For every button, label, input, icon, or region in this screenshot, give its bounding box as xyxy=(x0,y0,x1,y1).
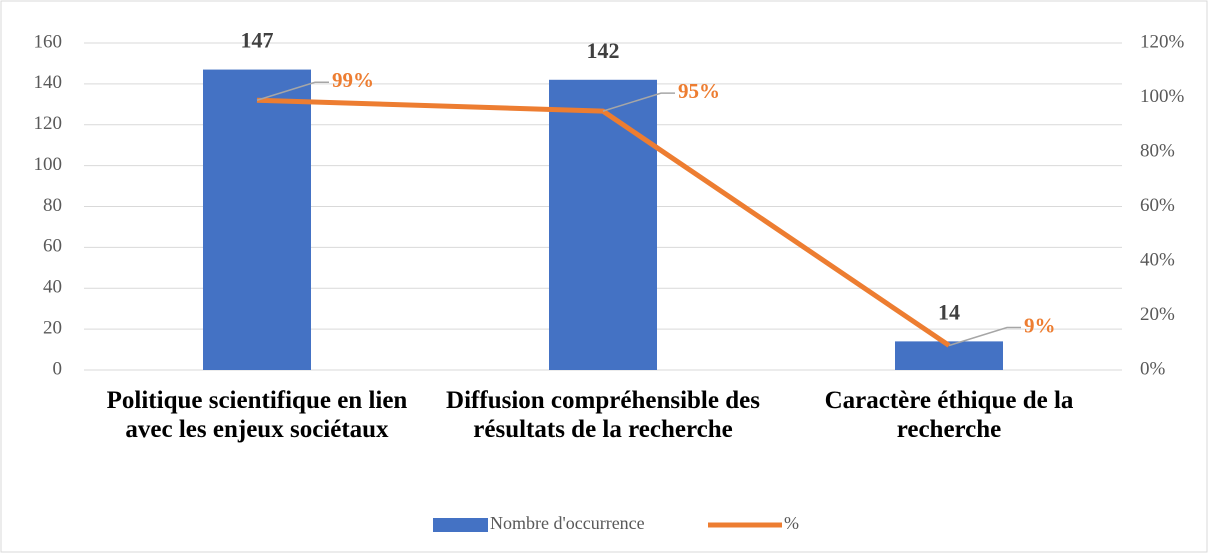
y-tick-label: 80 xyxy=(43,195,62,216)
leader-line xyxy=(602,92,675,112)
legend-label: Nombre d'occurrence xyxy=(490,513,645,533)
leader-line xyxy=(948,326,1021,347)
y2-tick-label: 20% xyxy=(1140,304,1175,325)
line-value-label: 9% xyxy=(1024,313,1056,337)
y-tick-label: 100 xyxy=(34,154,63,175)
x-tick-label-box: Diffusion compréhensible des résultats d… xyxy=(446,387,760,443)
y2-tick-label: 0% xyxy=(1140,358,1166,379)
line-value-label: 99% xyxy=(332,68,374,92)
y2-tick-label: 120% xyxy=(1140,31,1185,52)
x-tick-label-box: Caractère éthique de la recherche xyxy=(824,387,1074,443)
bar xyxy=(895,341,1003,370)
y2-tick-label: 60% xyxy=(1140,195,1175,216)
y-tick-label: 40 xyxy=(43,277,62,298)
x-tick-label: Politique scientifique en lien avec les … xyxy=(106,387,408,443)
line-value-label: 95% xyxy=(678,79,720,103)
x-tick-label: Diffusion compréhensible des résultats d… xyxy=(446,387,760,443)
legend-swatch xyxy=(433,518,488,532)
bar xyxy=(203,69,311,370)
y-tick-label: 140 xyxy=(34,72,63,93)
y2-tick-label: 100% xyxy=(1140,86,1185,107)
bar xyxy=(549,79,657,370)
bar-value-label: 14 xyxy=(938,299,960,324)
x-tick-label: Caractère éthique de la recherche xyxy=(824,387,1074,443)
leader-line xyxy=(256,81,329,101)
legend-label: % xyxy=(784,513,799,533)
y-tick-label: 160 xyxy=(34,31,63,52)
y-tick-label: 120 xyxy=(34,113,63,134)
x-tick-label-box: Politique scientifique en lien avec les … xyxy=(106,387,408,443)
y2-tick-label: 40% xyxy=(1140,249,1175,270)
y2-tick-label: 80% xyxy=(1140,140,1175,161)
bar-value-label: 147 xyxy=(241,28,274,53)
y-tick-label: 60 xyxy=(43,236,62,257)
bar-value-label: 142 xyxy=(587,38,620,63)
y-tick-label: 20 xyxy=(43,317,62,338)
y-tick-label: 0 xyxy=(53,358,63,379)
